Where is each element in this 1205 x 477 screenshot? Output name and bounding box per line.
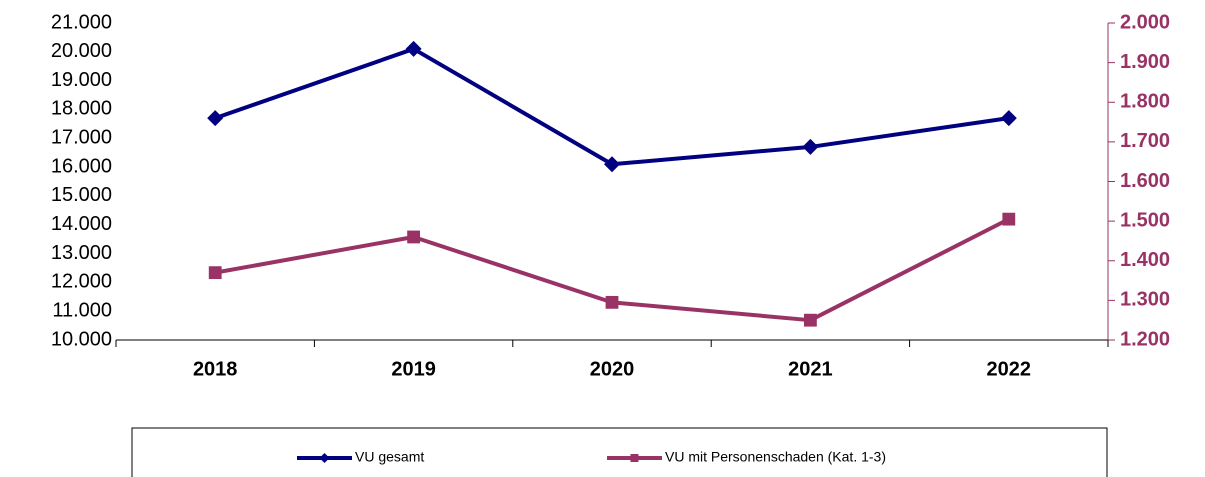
y2-tick-label: 1.800 (1120, 91, 1170, 113)
x-tick-label: 2021 (788, 358, 833, 380)
series-marker (804, 313, 817, 327)
y-tick-label: 17.000 (51, 127, 112, 149)
y2-tick-label: 1.900 (1120, 51, 1170, 73)
y-tick-label: 20.000 (51, 40, 112, 62)
series-marker (208, 266, 222, 280)
x-tick-label: 2018 (193, 358, 238, 380)
legend-marker (319, 453, 330, 463)
y2-tick-label: 1.700 (1120, 130, 1170, 152)
y-tick-label: 11.000 (52, 299, 112, 321)
y2-tick-label: 1.500 (1120, 209, 1170, 231)
y-tick-label: 13.000 (51, 242, 112, 264)
y2-tick-label: 1.600 (1120, 170, 1170, 192)
y2-tick-label: 1.200 (1120, 328, 1170, 350)
legend-label: VU gesamt (355, 449, 424, 465)
y-tick-label: 12.000 (51, 271, 112, 293)
series-line (214, 46, 1010, 167)
y-tick-label: 10.000 (51, 328, 112, 350)
y-tick-label: 15.000 (51, 184, 112, 206)
x-tick-label: 2022 (987, 358, 1032, 380)
series-marker (1000, 110, 1017, 127)
y-tick-label: 19.000 (51, 69, 112, 91)
series-marker (405, 40, 422, 57)
y2-tick-label: 1.400 (1120, 249, 1170, 271)
legend-box (131, 427, 1108, 477)
y2-tick-label: 1.300 (1120, 289, 1170, 311)
y-tick-label: 14.000 (51, 213, 112, 235)
y-tick-label: 21.000 (51, 11, 112, 33)
series-marker (604, 156, 620, 173)
series-marker (605, 295, 619, 309)
legend-marker (630, 454, 639, 462)
series-marker (1002, 212, 1016, 226)
series-marker (207, 110, 224, 127)
y2-tick-label: 2.000 (1120, 11, 1170, 33)
y-tick-label: 16.000 (51, 155, 112, 177)
x-tick-label: 2019 (391, 358, 436, 380)
y-tick-label: 18.000 (51, 98, 112, 120)
x-tick-label: 2020 (590, 358, 635, 380)
series-marker (407, 230, 420, 244)
legend-label: VU mit Personenschaden (Kat. 1-3) (665, 449, 886, 465)
series-marker (802, 138, 819, 155)
